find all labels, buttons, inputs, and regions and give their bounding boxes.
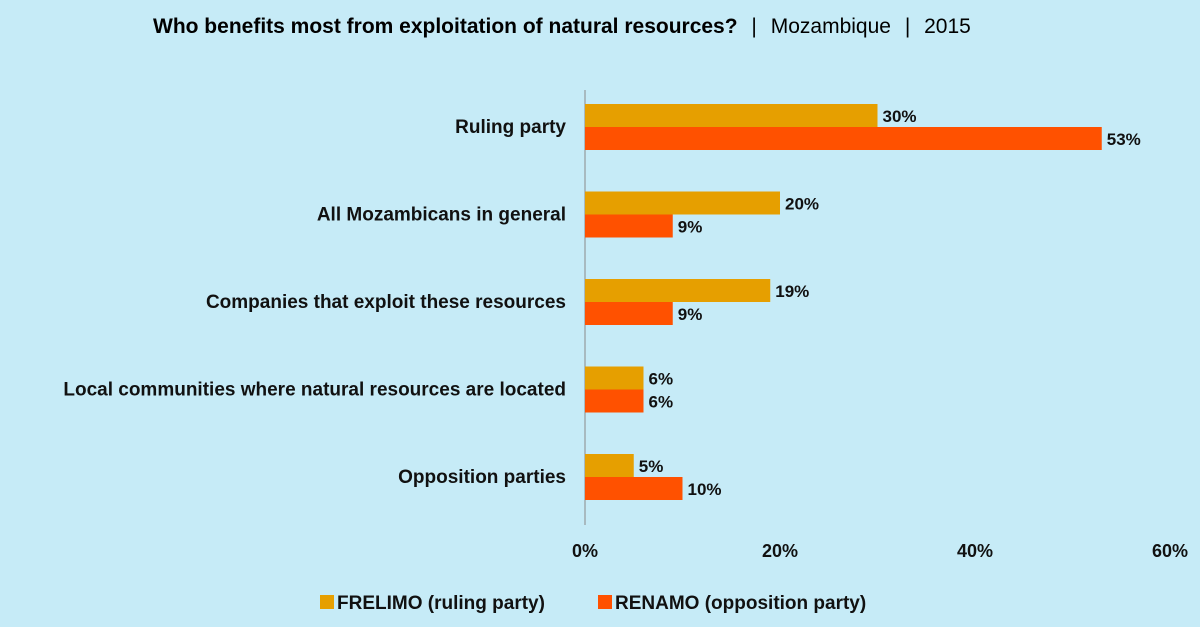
- x-tick-label: 60%: [1152, 541, 1188, 561]
- data-label: 5%: [639, 457, 664, 476]
- chart-title: Who benefits most from exploitation of n…: [153, 15, 971, 38]
- bar-renamo: [585, 477, 683, 500]
- bar-renamo: [585, 214, 673, 238]
- data-label: 53%: [1107, 130, 1141, 149]
- x-tick-label: 20%: [762, 541, 798, 561]
- bar-frelimo: [585, 191, 780, 215]
- data-label: 6%: [649, 370, 674, 389]
- title-country: Mozambique: [771, 15, 891, 38]
- bar-frelimo: [585, 104, 878, 127]
- category-label: Opposition parties: [398, 467, 566, 488]
- category-label: Ruling party: [455, 117, 566, 138]
- category-label: All Mozambicans in general: [317, 205, 566, 226]
- category-label: Companies that exploit these resources: [206, 292, 566, 313]
- svg-text:Who benefits most from exploit: Who benefits most from exploitation of n…: [153, 15, 971, 38]
- title-sep-1: |: [751, 15, 756, 38]
- bar-frelimo: [585, 279, 771, 302]
- title-year: 2015: [924, 15, 971, 38]
- legend-label: FRELIMO (ruling party): [337, 593, 545, 614]
- legend-label: RENAMO (opposition party): [615, 593, 866, 614]
- data-label: 9%: [678, 218, 703, 237]
- legend-swatch: [598, 595, 612, 609]
- title-text: Who benefits most from exploitation of n…: [153, 15, 738, 38]
- bar-frelimo: [585, 366, 644, 390]
- data-label: 19%: [775, 282, 809, 301]
- legend: FRELIMO (ruling party) RENAMO (opposition…: [320, 593, 866, 614]
- data-label: 10%: [688, 480, 722, 499]
- data-label: 20%: [785, 195, 819, 214]
- data-label: 6%: [649, 393, 674, 412]
- data-label: 9%: [678, 305, 703, 324]
- title-sep-2: |: [905, 15, 910, 38]
- bar-frelimo: [585, 454, 634, 477]
- category-label: Local communities where natural resource…: [63, 380, 566, 401]
- legend-swatch: [320, 595, 334, 609]
- bar-renamo: [585, 302, 673, 325]
- x-tick-label: 40%: [957, 541, 993, 561]
- bar-renamo: [585, 389, 644, 413]
- data-label: 30%: [883, 107, 917, 126]
- x-tick-label: 0%: [572, 541, 598, 561]
- bar-renamo: [585, 127, 1102, 150]
